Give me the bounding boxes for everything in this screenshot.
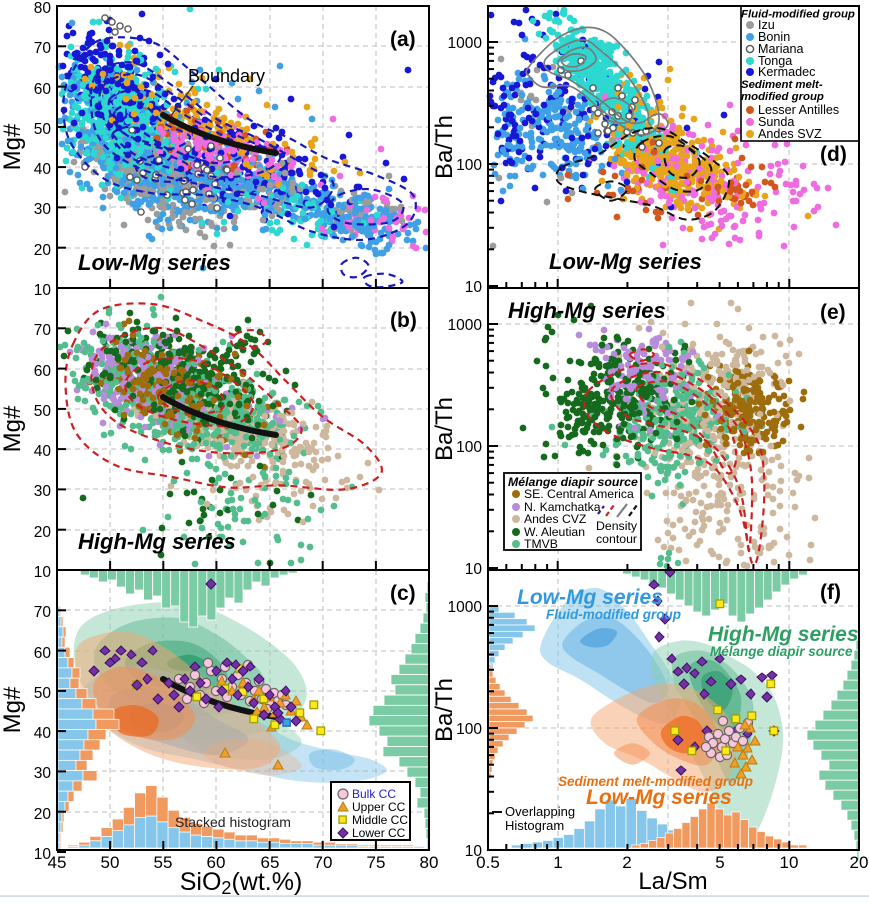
svg-text:Boundary: Boundary [188, 66, 265, 86]
